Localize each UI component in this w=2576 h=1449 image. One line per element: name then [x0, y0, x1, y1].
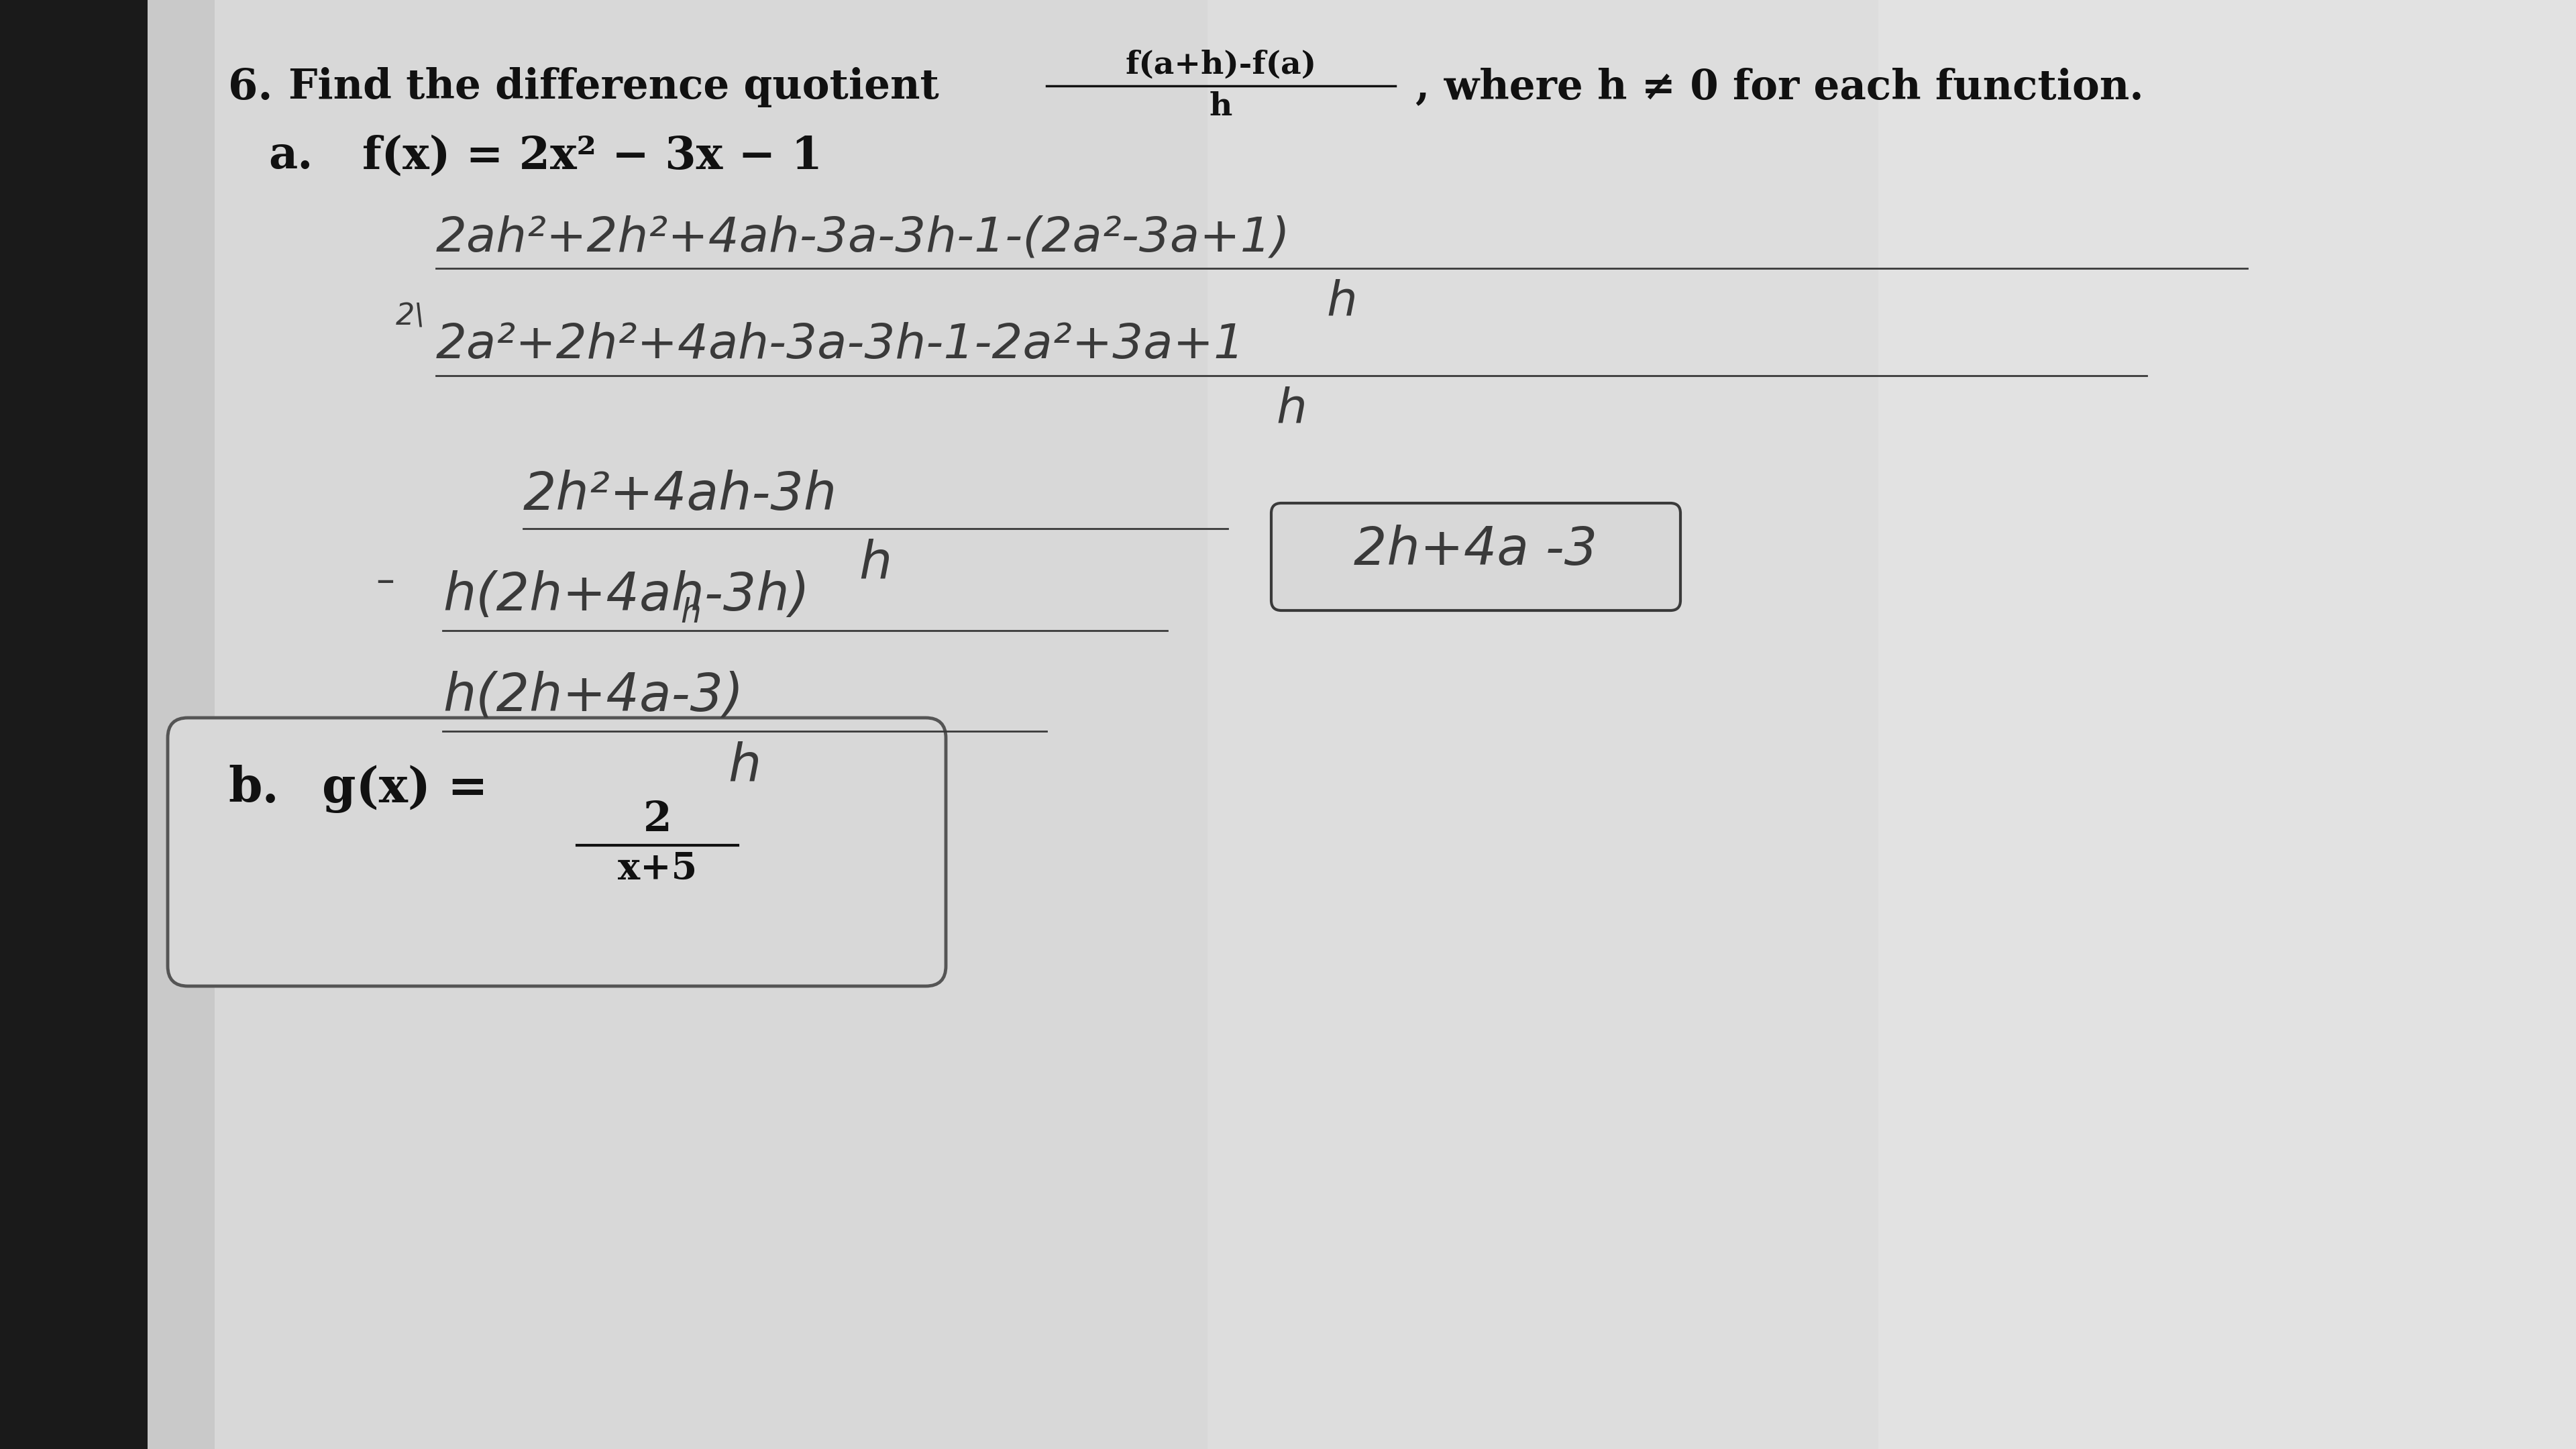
Text: h: h	[1327, 278, 1358, 325]
Text: h(2h+4a-3): h(2h+4a-3)	[443, 671, 744, 722]
Text: g(x) =: g(x) =	[322, 765, 487, 813]
Text: h(2h+4ah-3h): h(2h+4ah-3h)	[443, 571, 809, 622]
Text: h: h	[729, 742, 760, 793]
Polygon shape	[147, 0, 2576, 1449]
Text: f(a+h)-f(a): f(a+h)-f(a)	[1126, 49, 1316, 81]
Text: h: h	[858, 539, 891, 590]
Text: 2h+4a -3: 2h+4a -3	[1355, 525, 1597, 575]
Text: 2a²+2h²+4ah-3a-3h-1-2a²+3a+1: 2a²+2h²+4ah-3a-3h-1-2a²+3a+1	[435, 322, 1244, 368]
Text: , where h ≠ 0 for each function.: , where h ≠ 0 for each function.	[1414, 67, 2143, 107]
FancyBboxPatch shape	[167, 717, 945, 987]
FancyBboxPatch shape	[1270, 503, 1680, 610]
Text: 2\: 2\	[397, 301, 425, 330]
Text: f(x) = 2x² − 3x − 1: f(x) = 2x² − 3x − 1	[363, 135, 822, 178]
Text: b.: b.	[229, 765, 278, 813]
Text: h: h	[1208, 91, 1231, 122]
Text: 2h²+4ah-3h: 2h²+4ah-3h	[523, 469, 837, 520]
Polygon shape	[147, 0, 214, 1449]
Text: 6.: 6.	[229, 67, 273, 109]
Text: a.: a.	[268, 135, 312, 178]
Text: 2ah²+2h²+4ah-3a-3h-1-(2a²-3a+1): 2ah²+2h²+4ah-3a-3h-1-(2a²-3a+1)	[435, 214, 1291, 261]
Text: –: –	[376, 564, 394, 600]
Text: 2: 2	[644, 800, 672, 840]
Polygon shape	[1878, 0, 2576, 1449]
Text: Find the difference quotient: Find the difference quotient	[289, 67, 940, 107]
Polygon shape	[0, 0, 147, 1449]
Text: h: h	[680, 597, 701, 629]
Text: x+5: x+5	[618, 851, 698, 887]
Polygon shape	[1208, 0, 2576, 1449]
Text: h: h	[1275, 385, 1306, 432]
